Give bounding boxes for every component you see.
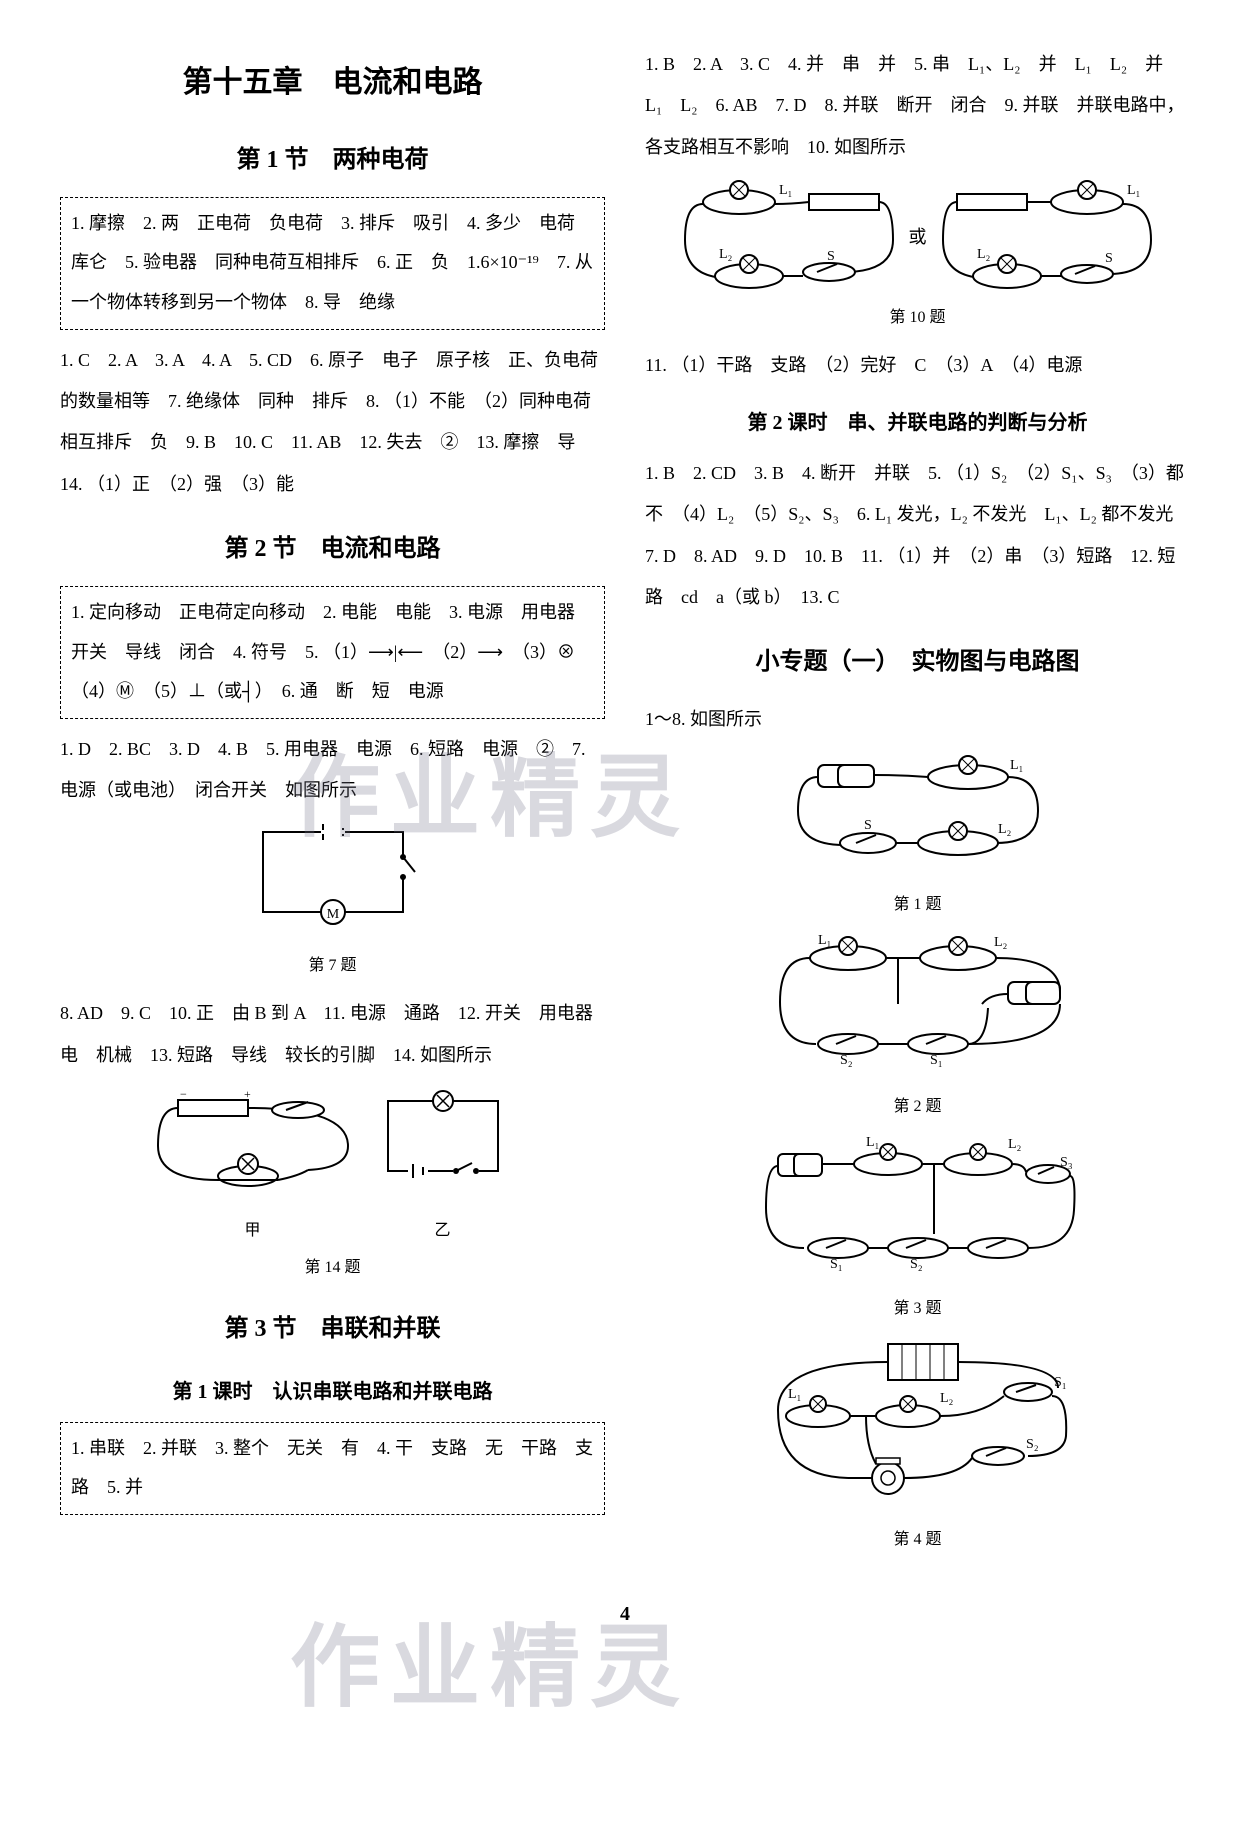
svg-text:−: − [180, 1087, 187, 1101]
section-2-answers-1: 1. D 2. BC 3. D 4. B 5. 用电器 电源 6. 短路 电源 … [60, 729, 605, 812]
svg-text:S₂: S₂ [840, 1053, 853, 1068]
svg-text:L₁: L₁ [866, 1135, 879, 1150]
page-number: 4 [60, 1592, 1190, 1636]
section-3-title: 第 3 节 串联和并联 [60, 1303, 605, 1356]
figure-q14-right-label: 乙 [368, 1213, 518, 1248]
topic-1-title: 小专题（一） 实物图与电路图 [645, 636, 1190, 689]
section-3-answers: 1. B 2. A 3. C 4. 并 串 并 5. 串 L₁、L₂ 并 L₁ … [645, 44, 1190, 168]
topic-figure-4-caption: 第 4 题 [645, 1522, 1190, 1557]
svg-text:S₁: S₁ [1054, 1375, 1067, 1390]
svg-text:L₂: L₂ [977, 247, 991, 262]
figure-q14-left-label: 甲 [148, 1213, 358, 1248]
svg-text:L₂: L₂ [1008, 1137, 1022, 1152]
svg-text:L₂: L₂ [998, 822, 1012, 837]
left-column: 第十五章 电流和电路 第 1 节 两种电荷 1. 摩擦 2. 两 正电荷 负电荷… [60, 40, 605, 1568]
svg-text:L₂: L₂ [994, 935, 1008, 950]
svg-text:L₂: L₂ [719, 247, 733, 262]
figure-q10-or: 或 [909, 218, 927, 258]
right-column: 1. B 2. A 3. C 4. 并 串 并 5. 串 L₁、L₂ 并 L₁ … [645, 40, 1190, 1568]
svg-text:M: M [326, 907, 339, 922]
topic-figure-4: S₁ L₁ L₂ [645, 1336, 1190, 1558]
section-3-class2-answers: 1. B 2. CD 3. B 4. 断开 并联 5. （1）S₂ （2）S₁、… [645, 453, 1190, 619]
section-3-class1-title: 第 1 课时 认识串联电路和并联电路 [60, 1370, 605, 1414]
section-1-box: 1. 摩擦 2. 两 正电荷 负电荷 3. 排斥 吸引 4. 多少 电荷 库仑 … [60, 197, 605, 330]
chapter-title: 第十五章 电流和电路 [60, 50, 605, 116]
svg-text:S₁: S₁ [830, 1257, 843, 1272]
topic-figure-2: L₁ L₂ S₂ [645, 932, 1190, 1124]
section-3-box: 1. 串联 2. 并联 3. 整个 无关 有 4. 干 支路 无 干路 支路 5… [60, 1422, 605, 1515]
page-body: 第十五章 电流和电路 第 1 节 两种电荷 1. 摩擦 2. 两 正电荷 负电荷… [60, 40, 1190, 1568]
svg-text:L₂: L₂ [940, 1391, 954, 1406]
svg-text:S: S [1105, 251, 1113, 266]
section-2-title: 第 2 节 电流和电路 [60, 523, 605, 576]
figure-q7: M 第 7 题 [60, 822, 605, 984]
section-2-box: 1. 定向移动 正电荷定向移动 2. 电能 电能 3. 电源 用电器 开关 导线… [60, 586, 605, 719]
section-3-answers-2: 11. （1）干路 支路 （2）完好 C （3）A （4）电源 [645, 345, 1190, 386]
section-1-title: 第 1 节 两种电荷 [60, 134, 605, 187]
svg-text:S: S [864, 818, 872, 833]
figure-q7-caption: 第 7 题 [60, 948, 605, 983]
section-1-answers: 1. C 2. A 3. A 4. A 5. CD 6. 原子 电子 原子核 正… [60, 340, 605, 506]
svg-text:L₁: L₁ [779, 183, 792, 198]
topic-figure-1: L₁ S L₂ 第 1 题 [645, 751, 1190, 923]
figure-q14-caption: 第 14 题 [60, 1250, 605, 1285]
section-3-class2-title: 第 2 课时 串、并联电路的判断与分析 [645, 401, 1190, 445]
svg-text:L₁: L₁ [1010, 758, 1023, 773]
figure-q10-caption: 第 10 题 [645, 300, 1190, 335]
svg-text:S₃: S₃ [1060, 1155, 1073, 1170]
section-2-answers-2: 8. AD 9. C 10. 正 由 B 到 A 11. 电源 通路 12. 开… [60, 993, 605, 1076]
figure-q14: − + [60, 1086, 605, 1285]
svg-text:S: S [827, 249, 835, 264]
svg-text:L₁: L₁ [818, 933, 831, 948]
svg-text:S₂: S₂ [1026, 1437, 1039, 1452]
svg-text:S₁: S₁ [930, 1053, 943, 1068]
svg-text:L₁: L₁ [1127, 183, 1140, 198]
topic-1-intro: 1～8. 如图所示 [645, 699, 1190, 740]
topic-figure-1-caption: 第 1 题 [645, 887, 1190, 922]
figure-q10: L₁ L₂ S [645, 178, 1190, 335]
topic-figure-2-caption: 第 2 题 [645, 1089, 1190, 1124]
svg-text:S₂: S₂ [910, 1257, 923, 1272]
topic-figure-3: L₁ L₂ S₃ S₁ [645, 1134, 1190, 1326]
svg-text:L₁: L₁ [788, 1387, 801, 1402]
topic-figure-3-caption: 第 3 题 [645, 1291, 1190, 1326]
svg-text:+: + [244, 1087, 251, 1101]
